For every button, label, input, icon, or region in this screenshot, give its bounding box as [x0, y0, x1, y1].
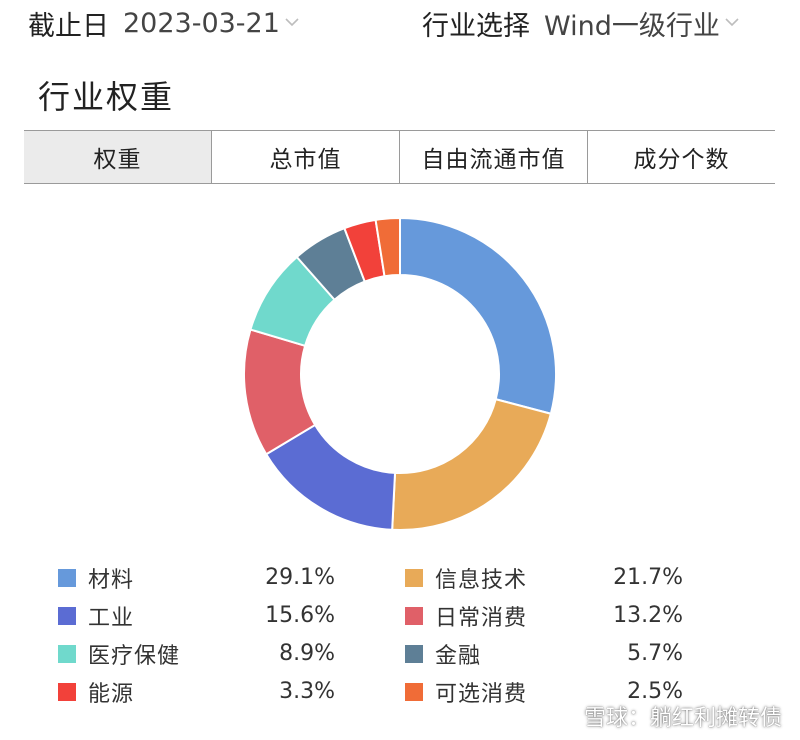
- legend-label: 医疗保健: [88, 644, 181, 669]
- donut-slice[interactable]: [399, 216, 557, 415]
- date-filter[interactable]: 截止日 2023-03-21: [28, 4, 300, 43]
- metric-tabs: 权重 总市值 自由流通市值 成分个数: [24, 130, 775, 184]
- legend-value: 3.3%: [279, 679, 335, 704]
- chevron-down-icon[interactable]: [724, 14, 740, 30]
- legend-item[interactable]: 金融: [405, 638, 481, 670]
- legend-value: 2.5%: [627, 679, 683, 704]
- legend-value: 29.1%: [265, 565, 335, 590]
- legend-label: 材料: [88, 568, 135, 593]
- watermark-text: 雪球：躺红利摊转债: [583, 706, 782, 731]
- legend-swatch: [58, 683, 76, 701]
- chevron-down-icon[interactable]: [284, 14, 300, 30]
- legend-label: 金融: [435, 644, 482, 669]
- legend-value: 5.7%: [627, 641, 683, 666]
- watermark: 雪球：躺红利摊转债: [550, 700, 782, 732]
- tab-free-float-market-cap[interactable]: 自由流通市值: [399, 131, 587, 183]
- filter-bar: 截止日 2023-03-21 行业选择 Wind一级行业: [0, 0, 800, 50]
- legend-value: 13.2%: [613, 603, 683, 628]
- legend-swatch: [405, 645, 423, 663]
- legend-item[interactable]: 日常消费: [405, 600, 527, 632]
- legend-item[interactable]: 医疗保健: [58, 638, 180, 670]
- date-filter-label: 截止日: [28, 11, 109, 42]
- tab-constituent-count[interactable]: 成分个数: [587, 131, 775, 183]
- legend-value: 15.6%: [265, 603, 335, 628]
- legend-item[interactable]: 信息技术: [405, 562, 527, 594]
- legend-swatch: [405, 607, 423, 625]
- donut-chart-svg: [243, 216, 557, 531]
- legend-swatch: [405, 569, 423, 587]
- legend-value: 8.9%: [279, 641, 335, 666]
- legend-label: 日常消费: [435, 606, 528, 631]
- legend-swatch: [58, 645, 76, 663]
- donut-slice[interactable]: [391, 398, 553, 531]
- legend-item[interactable]: 能源: [58, 676, 134, 708]
- legend-item[interactable]: 可选消费: [405, 676, 527, 708]
- tab-weight[interactable]: 权重: [24, 131, 211, 183]
- legend-label: 可选消费: [435, 682, 528, 707]
- legend-label: 能源: [88, 682, 135, 707]
- donut-slice[interactable]: [374, 216, 401, 278]
- industry-filter-value[interactable]: Wind一级行业: [544, 11, 720, 42]
- section-title: 行业权重: [38, 78, 175, 116]
- legend-label: 信息技术: [435, 568, 528, 593]
- industry-filter[interactable]: 行业选择 Wind一级行业: [422, 4, 740, 43]
- legend-value: 21.7%: [613, 565, 683, 590]
- legend-label: 工业: [88, 606, 135, 631]
- legend-swatch: [405, 683, 423, 701]
- tab-total-market-cap[interactable]: 总市值: [211, 131, 399, 183]
- snowball-logo-icon: [551, 703, 577, 729]
- donut-chart: [240, 214, 560, 534]
- legend-swatch: [58, 607, 76, 625]
- legend-swatch: [58, 569, 76, 587]
- industry-filter-label: 行业选择: [422, 11, 530, 42]
- legend-item[interactable]: 工业: [58, 600, 134, 632]
- date-filter-value[interactable]: 2023-03-21: [123, 8, 280, 39]
- legend-item[interactable]: 材料: [58, 562, 134, 594]
